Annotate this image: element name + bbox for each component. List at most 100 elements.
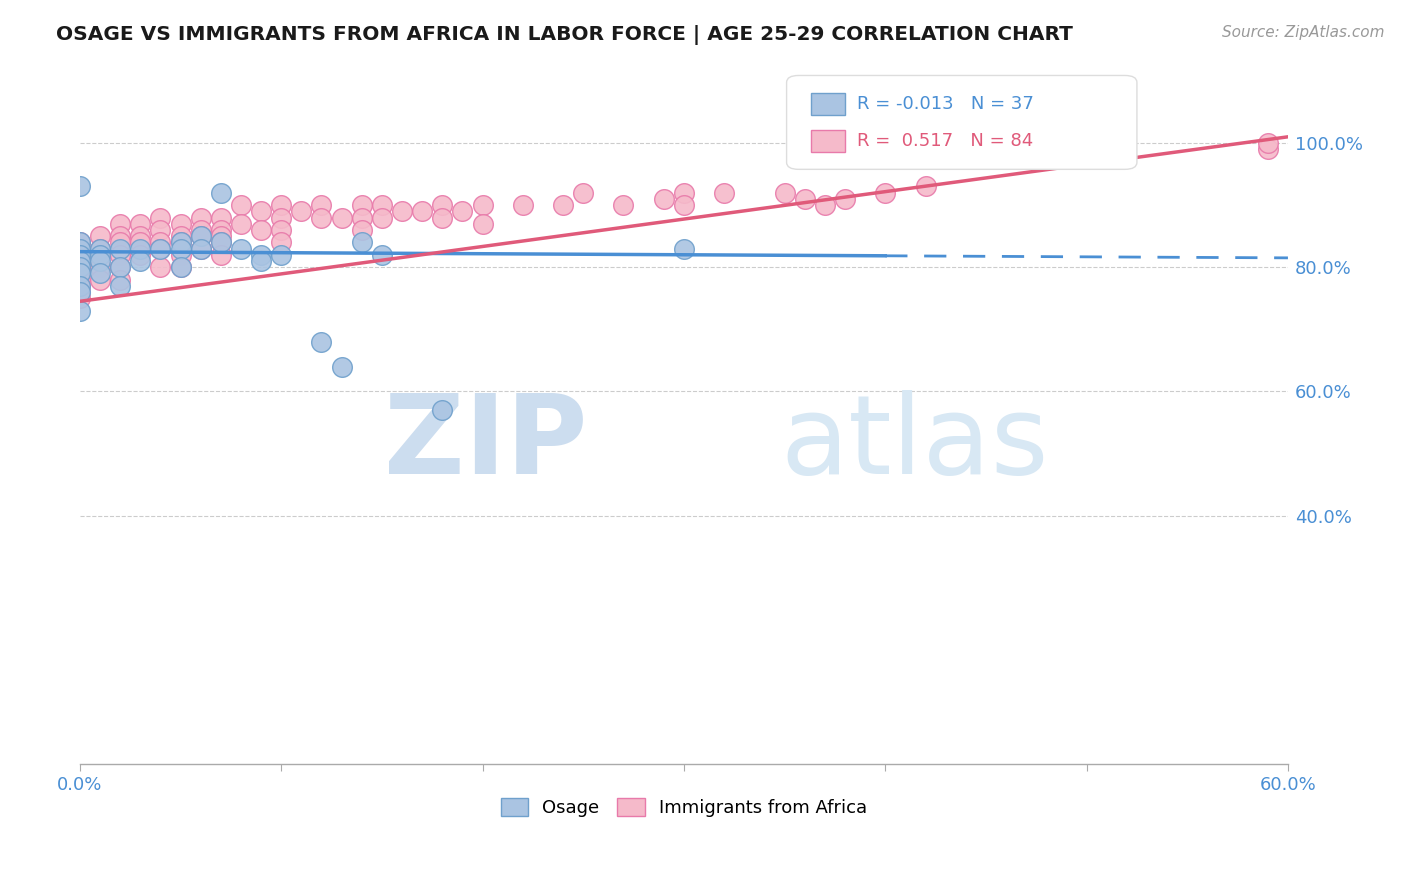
- Point: [311, 334, 333, 349]
- Text: R = -0.013   N = 37: R = -0.013 N = 37: [856, 95, 1033, 113]
- Point: [209, 235, 232, 250]
- Point: [190, 242, 212, 256]
- Point: [169, 260, 191, 275]
- Point: [69, 235, 91, 250]
- Point: [129, 242, 152, 256]
- Point: [169, 217, 191, 231]
- Point: [69, 254, 91, 268]
- Point: [250, 248, 273, 262]
- Point: [773, 186, 796, 200]
- Point: [1257, 136, 1279, 150]
- Point: [190, 223, 212, 237]
- Point: [108, 235, 131, 250]
- Text: OSAGE VS IMMIGRANTS FROM AFRICA IN LABOR FORCE | AGE 25-29 CORRELATION CHART: OSAGE VS IMMIGRANTS FROM AFRICA IN LABOR…: [56, 25, 1073, 45]
- Point: [89, 229, 111, 244]
- Point: [149, 211, 172, 225]
- Point: [108, 260, 131, 275]
- Point: [89, 242, 111, 256]
- Point: [270, 248, 292, 262]
- Point: [672, 186, 695, 200]
- Point: [270, 211, 292, 225]
- Point: [471, 217, 494, 231]
- Point: [209, 186, 232, 200]
- Point: [69, 254, 91, 268]
- Text: atlas: atlas: [780, 391, 1049, 498]
- Point: [512, 198, 534, 212]
- Bar: [811, 129, 845, 152]
- Point: [149, 242, 172, 256]
- Point: [69, 242, 91, 256]
- Point: [89, 260, 111, 275]
- Point: [169, 248, 191, 262]
- Point: [89, 248, 111, 262]
- Point: [834, 192, 856, 206]
- Point: [108, 260, 131, 275]
- Point: [371, 248, 394, 262]
- Point: [914, 179, 936, 194]
- Point: [229, 217, 252, 231]
- Point: [350, 211, 373, 225]
- Point: [572, 186, 595, 200]
- Point: [69, 266, 91, 280]
- Point: [190, 211, 212, 225]
- Text: R =  0.517   N = 84: R = 0.517 N = 84: [856, 132, 1033, 150]
- Point: [330, 211, 353, 225]
- Point: [190, 242, 212, 256]
- Point: [350, 223, 373, 237]
- Point: [793, 192, 815, 206]
- Point: [1257, 142, 1279, 156]
- Point: [672, 198, 695, 212]
- Point: [350, 198, 373, 212]
- Bar: [811, 93, 845, 115]
- Point: [69, 303, 91, 318]
- Point: [69, 235, 91, 250]
- Point: [69, 285, 91, 299]
- Point: [270, 198, 292, 212]
- Point: [69, 291, 91, 305]
- Point: [371, 198, 394, 212]
- Point: [149, 260, 172, 275]
- Point: [69, 248, 91, 262]
- Point: [451, 204, 474, 219]
- Point: [108, 217, 131, 231]
- Point: [290, 204, 312, 219]
- Point: [129, 248, 152, 262]
- Point: [350, 235, 373, 250]
- Point: [89, 254, 111, 268]
- Point: [169, 260, 191, 275]
- Point: [129, 254, 152, 268]
- Point: [69, 285, 91, 299]
- Point: [169, 235, 191, 250]
- Point: [411, 204, 433, 219]
- Point: [432, 403, 454, 417]
- Point: [129, 217, 152, 231]
- Point: [69, 266, 91, 280]
- Point: [311, 211, 333, 225]
- Point: [371, 211, 394, 225]
- Point: [69, 278, 91, 293]
- Point: [250, 223, 273, 237]
- Point: [129, 235, 152, 250]
- Point: [108, 272, 131, 286]
- Point: [69, 272, 91, 286]
- Point: [875, 186, 897, 200]
- Point: [149, 223, 172, 237]
- Point: [652, 192, 675, 206]
- Point: [209, 211, 232, 225]
- Point: [270, 223, 292, 237]
- Point: [209, 229, 232, 244]
- Point: [89, 272, 111, 286]
- Point: [270, 235, 292, 250]
- Point: [551, 198, 574, 212]
- FancyBboxPatch shape: [786, 76, 1137, 169]
- Point: [69, 278, 91, 293]
- Point: [229, 242, 252, 256]
- Point: [149, 235, 172, 250]
- Point: [432, 198, 454, 212]
- Point: [108, 278, 131, 293]
- Point: [89, 242, 111, 256]
- Point: [89, 248, 111, 262]
- Text: ZIP: ZIP: [384, 391, 588, 498]
- Point: [209, 248, 232, 262]
- Point: [169, 229, 191, 244]
